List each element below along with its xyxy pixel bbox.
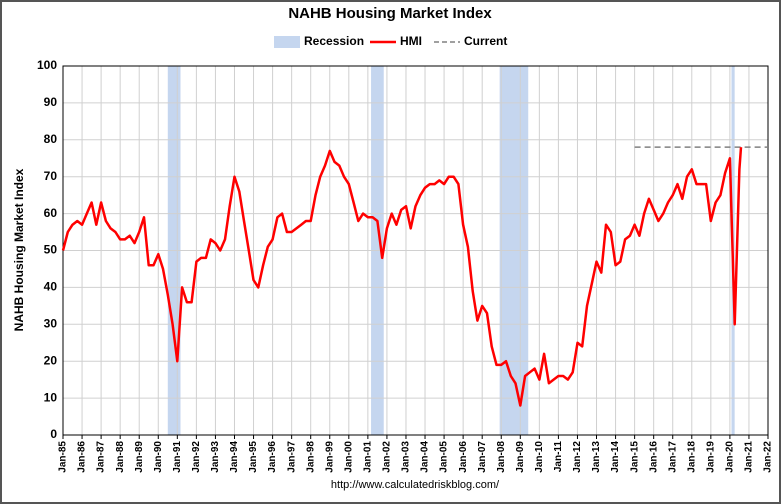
x-tick-label: Jan-17 <box>667 441 678 473</box>
x-tick-label: Jan-95 <box>248 441 259 473</box>
x-tick-label: Jan-21 <box>744 441 755 473</box>
x-tick-label: Jan-02 <box>382 441 393 473</box>
x-tick-label: Jan-19 <box>705 441 716 473</box>
x-tick-label: Jan-99 <box>324 441 335 473</box>
y-tick-label: 100 <box>37 58 57 72</box>
x-tick-label: Jan-93 <box>210 441 221 473</box>
x-tick-label: Jan-92 <box>191 441 202 473</box>
x-tick-label: Jan-09 <box>515 441 526 473</box>
y-tick-label: 10 <box>44 390 58 404</box>
x-tick-label: Jan-03 <box>401 441 412 473</box>
x-tick-label: Jan-12 <box>572 441 583 473</box>
x-tick-label: Jan-11 <box>553 441 564 473</box>
x-tick-label: Jan-89 <box>134 441 145 473</box>
x-tick-label: Jan-07 <box>477 441 488 473</box>
x-tick-label: Jan-91 <box>172 441 183 473</box>
y-axis-label: NAHB Housing Market Index <box>12 168 26 331</box>
source: http://www.calculatedriskblog.com/ <box>331 479 500 491</box>
x-tick-label: Jan-90 <box>153 441 164 473</box>
x-tick-label: Jan-97 <box>286 441 297 473</box>
x-tick-label: Jan-18 <box>686 441 697 473</box>
legend-label: Recession <box>304 34 364 48</box>
y-tick-label: 60 <box>44 206 58 220</box>
x-tick-label: Jan-94 <box>229 441 240 473</box>
y-tick-label: 50 <box>44 243 58 257</box>
x-tick-label: Jan-16 <box>648 441 659 473</box>
x-tick-label: Jan-88 <box>115 441 126 473</box>
y-tick-label: 80 <box>44 132 58 146</box>
x-tick-label: Jan-22 <box>763 441 774 473</box>
x-tick-label: Jan-96 <box>267 441 278 473</box>
legend-label: HMI <box>400 34 422 48</box>
x-tick-label: Jan-98 <box>305 441 316 473</box>
x-tick-label: Jan-01 <box>363 441 374 473</box>
y-tick-label: 30 <box>44 316 58 330</box>
x-tick-label: Jan-15 <box>629 441 640 473</box>
x-tick-label: Jan-04 <box>420 441 431 473</box>
x-tick-label: Jan-87 <box>96 441 107 473</box>
x-tick-label: Jan-06 <box>458 441 469 473</box>
x-tick-label: Jan-00 <box>343 441 354 473</box>
y-tick-label: 90 <box>44 95 58 109</box>
y-tick-label: 70 <box>44 169 58 183</box>
legend-label: Current <box>464 34 507 48</box>
hmi-line <box>61 147 743 407</box>
x-tick-label: Jan-10 <box>534 441 545 473</box>
x-tick-label: Jan-20 <box>725 441 736 473</box>
y-tick-label: 0 <box>50 427 57 441</box>
x-tick-label: Jan-86 <box>77 441 88 473</box>
legend-swatch <box>274 36 300 48</box>
x-tick-label: Jan-14 <box>610 441 621 473</box>
x-tick-label: Jan-13 <box>591 441 602 473</box>
chart-title: NAHB Housing Market Index <box>288 5 492 22</box>
x-tick-label: Jan-08 <box>496 441 507 473</box>
y-tick-label: 40 <box>44 280 58 294</box>
x-tick-label: Jan-05 <box>439 441 450 473</box>
y-tick-label: 20 <box>44 353 58 367</box>
x-tick-label: Jan-85 <box>58 441 69 473</box>
